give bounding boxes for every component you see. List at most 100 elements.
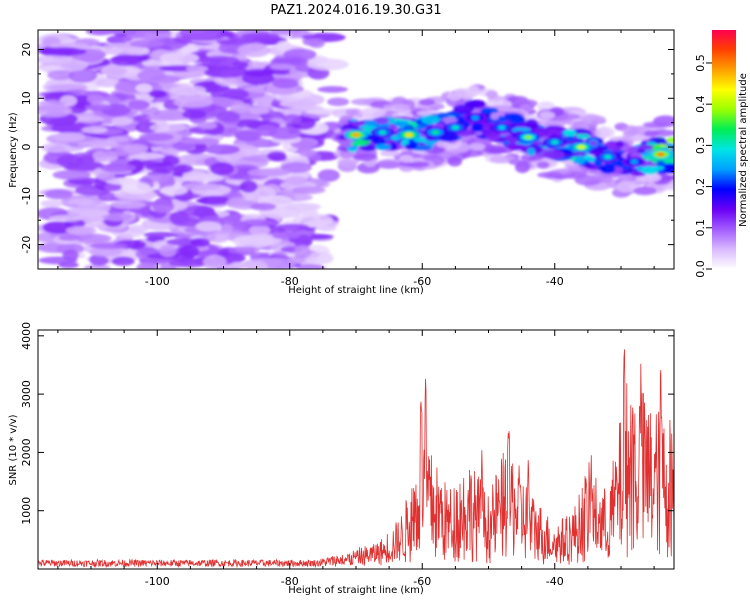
spectrogram-noise-blob [276,223,310,231]
spectrogram-noise-blob [95,78,120,88]
spectrogram-noise-blob [174,164,194,173]
snr-ylabel: SNR (10 * v/v) [8,414,19,485]
spectrogram-noise-blob [138,133,174,141]
spectrogram-marks [38,30,674,269]
spectrogram-halo-blob [375,160,402,169]
spectrogram-noise-blob [168,258,210,268]
spectrogram-noise-blob [111,256,135,266]
spectrogram-noise-blob [126,224,149,234]
spectrogram-peak-blob [603,154,612,159]
spectrogram-signal-blob [637,144,654,151]
spectrogram-noise-blob [122,144,149,154]
spectrogram-halo-blob [485,90,498,99]
spectrogram-noise-blob [52,169,91,180]
spectrogram-noise-blob [292,213,334,228]
spectrogram-noise-blob [216,111,241,123]
colorbar: 0.0 0.1 0.2 0.3 0.4 0.5 Normalized spectral a… [694,30,749,278]
spectrogram-signal-blob [666,144,674,149]
spectrogram-noise-blob [121,181,152,195]
spectrogram-signal-blob [606,140,617,146]
snr-ytick-label: 3000 [20,380,33,408]
spectrogram-noise-blob [43,47,87,56]
spectrogram-noise-blob [298,148,317,158]
spectrogram-noise-blob [143,231,178,238]
spectrogram-halo-blob [345,108,358,116]
spectrogram-noise-blob [185,65,209,72]
spectrogram-noise-blob [135,83,153,93]
spectrogram-noise-blob [234,113,261,121]
spectrogram-noise-blob [197,121,218,130]
spectrogram-halo-blob [446,92,463,101]
spectrogram-halo-blob [536,161,550,169]
spectrogram-noise-blob [283,202,322,211]
spectrogram-signal-blob [452,104,475,114]
spectrogram-noise-blob [49,42,90,49]
spectrogram-noise-blob [107,136,129,143]
spectrogram-signal-blob [630,171,646,177]
spectrogram-noise-blob [52,132,86,142]
spectrogram-signal-blob [650,165,665,171]
spectrogram-noise-blob [296,265,326,269]
spectrogram-noise-blob [268,126,302,140]
spectrogram-signal-blob [600,164,616,174]
spectrogram-noise-blob [84,104,113,111]
spectrogram-noise-blob [215,38,256,45]
spectrogram-signal-blob [474,131,483,136]
snr-background [38,330,674,569]
spectrogram-noise-blob [47,84,88,92]
spectrogram-noise-blob [127,99,150,111]
spectrogram-noise-blob [180,182,221,191]
spectrogram-xtick-label: -60 [413,275,431,288]
spectrogram-ytick-label: 20 [20,43,33,57]
spectrogram-peak-blob [378,130,387,135]
spectrogram-noise-blob [99,163,137,173]
spectrogram-noise-blob [85,30,115,36]
snr-ytick-label: 4000 [20,322,33,350]
spectrogram-noise-blob [272,78,299,89]
spectrogram-noise-blob [243,68,275,77]
spectrogram-noise-blob [161,148,180,155]
spectrogram-peak-blob [656,152,665,157]
spectrogram-noise-blob [159,52,199,64]
spectrogram-signal-blob [423,140,436,146]
snr-ytick-label: 2000 [20,438,33,466]
spectrogram-noise-blob [293,234,313,248]
spectrogram-noise-blob [135,121,159,134]
spectrogram-peak-blob [352,132,360,138]
spectrogram-noise-blob [38,100,67,107]
spectrogram-signal-blob [506,143,527,151]
spectrogram-noise-blob [235,246,260,253]
colorbar-gradient [712,30,736,269]
snr-xtick-label: -40 [546,575,564,588]
spectrogram-noise-blob [41,142,72,153]
spectrogram-noise-blob [67,210,110,217]
spectrogram-noise-blob [111,116,133,126]
spectrogram-noise-blob [104,183,124,192]
spectrogram-halo-blob [616,181,635,194]
spectrogram-noise-blob [110,200,146,210]
spectrogram-noise-blob [259,257,296,269]
colorbar-tick-label: 0.4 [694,95,707,113]
spectrogram-halo-blob [556,113,581,120]
spectrogram-noise-blob [269,63,295,70]
spectrogram-noise-blob [40,199,64,208]
spectrogram-noise-blob [135,30,172,40]
spectrogram-noise-blob [200,55,240,67]
spectrogram-noise-blob [72,115,105,123]
spectrogram-noise-blob [68,198,95,206]
spectrogram-halo-blob [469,142,486,151]
spectrogram-ytick-label: 10 [20,91,33,105]
spectrogram-noise-blob [181,174,225,183]
spectrogram-noise-blob [272,231,301,240]
snr-ytick-label: 1000 [20,497,33,525]
spectrogram-halo-blob [489,155,515,164]
spectrogram-noise-blob [77,141,119,149]
spectrogram-signal-blob [374,117,390,124]
spectrogram-noise-blob [58,234,81,241]
spectrogram-peak-blob [630,159,639,164]
spectrogram-noise-blob [239,219,280,227]
spectrogram-noise-blob [136,262,158,269]
spectrogram-noise-blob [179,30,221,39]
